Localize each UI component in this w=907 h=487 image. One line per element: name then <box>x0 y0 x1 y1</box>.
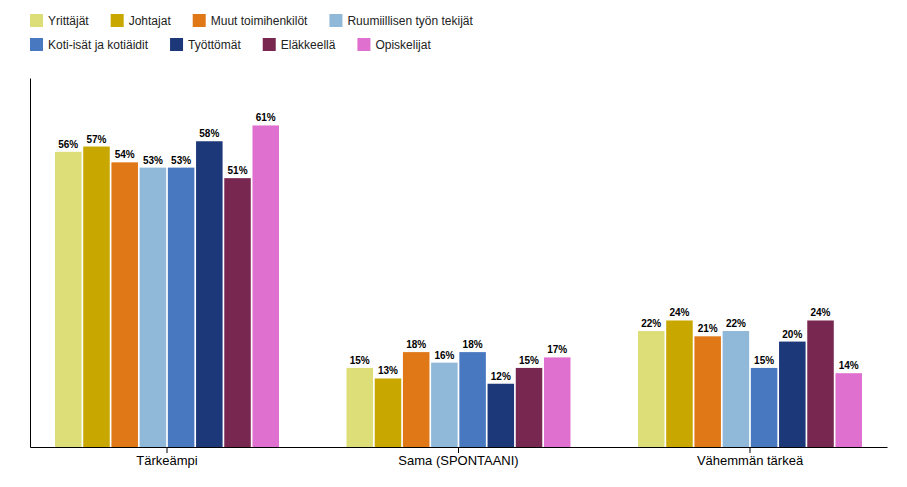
bar-series <box>252 125 862 447</box>
y-axis-line <box>30 79 31 448</box>
bar <box>835 373 862 447</box>
legend-item: Johtajat <box>111 14 172 28</box>
data-label: 21% <box>698 323 718 334</box>
legend-label: Muut toimihenkilöt <box>211 14 308 28</box>
x-tick-mark <box>167 447 168 453</box>
data-label: 51% <box>228 165 248 176</box>
bar-series <box>196 141 806 447</box>
bar <box>252 125 279 447</box>
bar <box>347 368 374 447</box>
data-label: 57% <box>86 134 106 145</box>
bar <box>55 152 82 447</box>
bar <box>723 331 750 447</box>
data-label: 22% <box>641 318 661 329</box>
data-label: 15% <box>519 355 539 366</box>
chart: 56% 15% 22% 57% 13% 24% 54% 18% 21% 53% 16% 22% 53% 1… <box>0 0 907 487</box>
legend-item: Eläkkeellä <box>263 38 336 52</box>
legend-swatch <box>170 38 183 51</box>
data-label: 53% <box>171 155 191 166</box>
data-label: 56% <box>58 139 78 150</box>
bar <box>459 352 486 447</box>
legend-item: Koti-isät ja kotiäidit <box>30 38 149 52</box>
x-axis: Tärkeämpi Sama (SPONTAANI) Vähemmän tärkeä <box>31 447 888 468</box>
bar <box>140 168 167 447</box>
background <box>0 0 907 487</box>
data-label: 13% <box>378 365 398 376</box>
bar <box>196 141 223 447</box>
data-label: 14% <box>839 360 859 371</box>
bar <box>83 147 110 447</box>
data-labels: 56% 15% 22% 57% 13% 24% 54% 18% 21% 53% 16% 22% 53% 1… <box>58 112 859 381</box>
x-tick-label: Sama (SPONTAANI) <box>398 453 518 468</box>
data-label: 53% <box>143 155 163 166</box>
data-label: 20% <box>782 329 802 340</box>
data-label: 58% <box>199 128 219 139</box>
data-label: 15% <box>754 355 774 366</box>
data-label: 61% <box>256 112 276 123</box>
legend-label: Yrittäjät <box>48 14 89 28</box>
legend-label: Johtajat <box>129 14 172 28</box>
bar <box>168 168 195 447</box>
legend-label: Eläkkeellä <box>281 38 336 52</box>
bar <box>111 162 138 447</box>
legend-swatch <box>357 38 370 51</box>
legend-swatch <box>263 38 276 51</box>
bar-series <box>140 168 750 447</box>
legend-swatch <box>111 14 124 27</box>
bar <box>516 368 543 447</box>
data-label: 54% <box>115 149 135 160</box>
bar <box>638 331 665 447</box>
x-tick-label: Vähemmän tärkeä <box>697 453 804 468</box>
legend-swatch <box>30 14 43 27</box>
bar <box>694 336 721 447</box>
data-label: 22% <box>726 318 746 329</box>
bar <box>779 342 806 447</box>
bar-series <box>224 178 834 447</box>
data-label: 18% <box>406 339 426 350</box>
bar <box>375 378 402 447</box>
bars <box>55 125 862 447</box>
x-tick-mark <box>749 447 750 453</box>
bar <box>666 320 693 447</box>
bar-series <box>55 152 665 447</box>
legend-item: Työttömät <box>170 38 241 52</box>
legend-item: Ruumiillisen työn tekijät <box>329 14 473 28</box>
bar <box>488 384 515 447</box>
bar-series <box>83 147 693 447</box>
legend: Yrittäjät Johtajat Muut toimihenkilöt Ruumi… <box>30 14 473 52</box>
data-label: 24% <box>811 307 831 318</box>
data-label: 16% <box>434 350 454 361</box>
bar <box>544 357 571 447</box>
data-label: 24% <box>669 307 689 318</box>
legend-swatch <box>193 14 206 27</box>
legend-label: Koti-isät ja kotiäidit <box>48 38 149 52</box>
x-tick: Sama (SPONTAANI) <box>398 447 518 468</box>
legend-swatch <box>30 38 43 51</box>
legend-item: Muut toimihenkilöt <box>193 14 308 28</box>
bar <box>224 178 251 447</box>
bar <box>403 352 430 447</box>
x-tick: Vähemmän tärkeä <box>697 447 804 468</box>
legend-label: Ruumiillisen työn tekijät <box>347 14 473 28</box>
bar <box>807 320 834 447</box>
data-label: 18% <box>463 339 483 350</box>
data-label: 17% <box>547 344 567 355</box>
legend-label: Työttömät <box>188 38 241 52</box>
legend-label: Opiskelijat <box>375 38 431 52</box>
legend-swatch <box>329 14 342 27</box>
data-label: 12% <box>491 371 511 382</box>
bar <box>431 363 458 447</box>
bar <box>751 368 778 447</box>
data-label: 15% <box>350 355 370 366</box>
legend-item: Opiskelijat <box>357 38 431 52</box>
x-tick: Tärkeämpi <box>136 447 198 468</box>
y-axis <box>30 79 31 448</box>
x-tick-mark <box>458 447 459 453</box>
x-tick-label: Tärkeämpi <box>136 453 198 468</box>
legend-item: Yrittäjät <box>30 14 89 28</box>
